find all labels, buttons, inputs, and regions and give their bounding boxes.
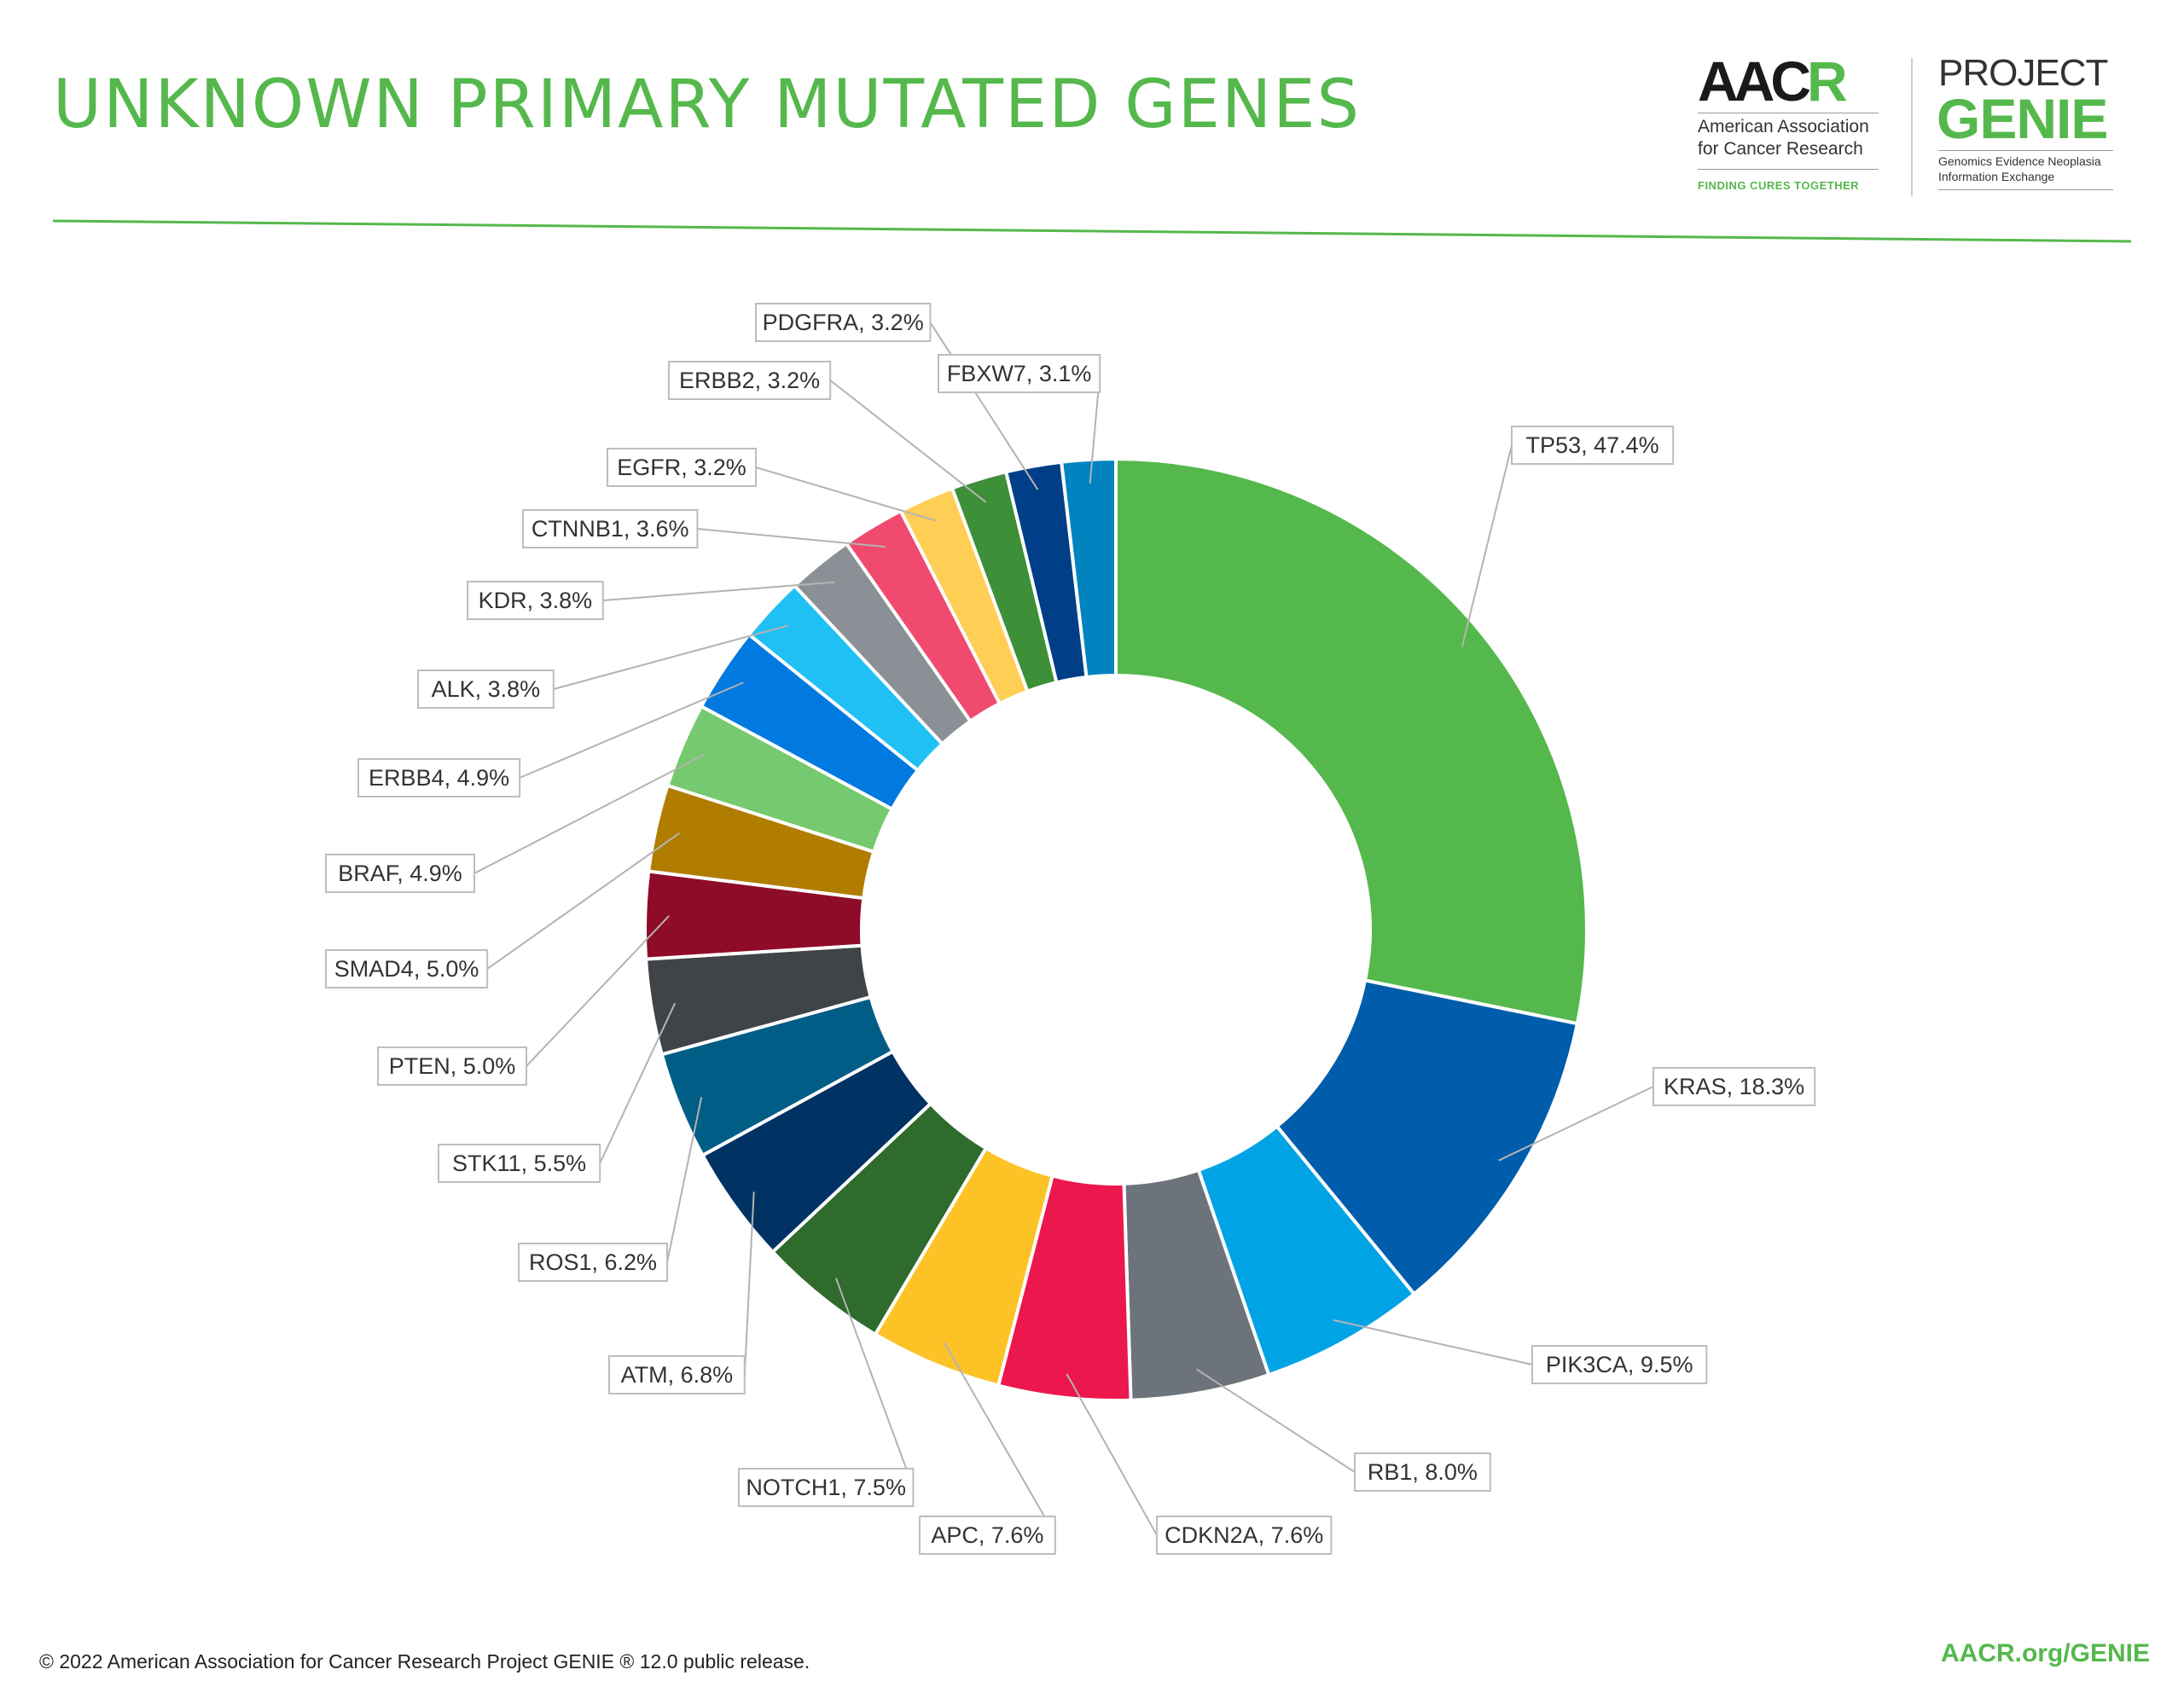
label-box: [377, 1046, 527, 1086]
leader-line: [929, 322, 1039, 490]
data-label-ctnnb1: CTNNB1, 3.6%: [531, 516, 689, 542]
leader-line: [553, 624, 789, 690]
label-box: [938, 354, 1101, 393]
data-label-smad4: SMAD4, 5.0%: [334, 956, 479, 982]
leader-line: [1333, 1319, 1533, 1365]
data-label-egfr: EGFR, 3.2%: [617, 455, 746, 480]
label-box: [518, 1243, 668, 1282]
label-box: [607, 448, 757, 487]
leader-line: [486, 832, 680, 970]
leader-line: [755, 467, 937, 522]
label-box: [325, 854, 475, 893]
leader-line: [834, 1278, 915, 1488]
leader-line: [599, 1002, 677, 1164]
label-box: [1511, 426, 1675, 465]
leader-line: [1498, 1086, 1654, 1162]
label-box: [438, 1144, 601, 1183]
label-box: [522, 509, 699, 548]
genie-project-text: PROJECT: [1938, 52, 2108, 94]
label-box: [919, 1516, 1056, 1555]
data-label-braf: BRAF, 4.9%: [338, 861, 462, 886]
logo-separator: [1911, 58, 1913, 196]
leader-line: [666, 1097, 703, 1263]
label-box: [467, 581, 604, 620]
leader-line: [829, 380, 987, 503]
leader-line: [1066, 1373, 1158, 1536]
data-label-erbb2: ERBB2, 3.2%: [679, 368, 820, 393]
label-box: [668, 361, 832, 400]
leader-line: [473, 753, 706, 874]
data-label-kras: KRAS, 18.3%: [1664, 1074, 1804, 1099]
genie-subtitle: Genomics Evidence Neoplasia Information …: [1938, 154, 2101, 183]
leader-line: [1461, 444, 1513, 647]
label-box: [357, 758, 521, 797]
data-label-pten: PTEN, 5.0%: [389, 1053, 516, 1079]
leader-line: [743, 1191, 755, 1376]
leader-line: [697, 528, 886, 548]
chart-slices: [642, 456, 1589, 1402]
label-box: [1653, 1067, 1816, 1106]
data-label-rb1: RB1, 8.0%: [1368, 1459, 1478, 1485]
copyright-text: © 2022 American Association for Cancer R…: [39, 1650, 810, 1673]
label-box: [608, 1355, 746, 1394]
genie-rule: [1938, 150, 2113, 151]
data-label-fbxw7: FBXW7, 3.1%: [947, 361, 1092, 386]
leader-line: [602, 581, 835, 601]
data-label-erbb4: ERBB4, 4.9%: [369, 765, 509, 791]
leader-line: [943, 1342, 1056, 1536]
slice-tp53: [1114, 456, 1589, 1026]
label-box: [1531, 1345, 1708, 1384]
label-box: [417, 670, 555, 709]
aacr-name: American Association for Cancer Research: [1698, 117, 1869, 159]
data-label-atm: ATM, 6.8%: [621, 1362, 734, 1388]
page-title: UNKNOWN PRIMARY MUTATED GENES: [53, 67, 1362, 143]
logo-group: AACR American Association for Cancer Res…: [1698, 53, 2158, 206]
data-label-pdgfra: PDGFRA, 3.2%: [763, 310, 924, 335]
leader-line: [519, 681, 744, 779]
data-label-alk: ALK, 3.8%: [432, 676, 541, 702]
data-label-tp53: TP53, 47.4%: [1526, 432, 1659, 458]
data-label-pik3ca: PIK3CA, 9.5%: [1546, 1352, 1693, 1377]
leader-line: [1195, 1368, 1356, 1473]
header-divider: [52, 219, 2132, 243]
genie-rule-lower: [1938, 189, 2113, 190]
aacr-rule-lower: [1698, 169, 1879, 170]
label-box: [1354, 1452, 1491, 1492]
label-box: [325, 949, 489, 988]
aacr-tagline: FINDING CURES TOGETHER: [1698, 179, 1860, 192]
data-label-cdkn2a: CDKN2A, 7.6%: [1165, 1522, 1323, 1548]
label-box: [755, 303, 932, 342]
data-label-ros1: ROS1, 6.2%: [529, 1249, 657, 1275]
data-label-notch1: NOTCH1, 7.5%: [746, 1475, 906, 1500]
data-label-stk11: STK11, 5.5%: [452, 1151, 586, 1176]
data-label-apc: APC, 7.6%: [931, 1522, 1043, 1548]
label-box: [1156, 1516, 1333, 1555]
label-box: [738, 1468, 915, 1507]
leader-line: [526, 915, 670, 1067]
aacr-logo: AACR: [1698, 49, 1848, 113]
data-label-kdr: KDR, 3.8%: [479, 588, 593, 613]
slice-fbxw7: [1059, 456, 1118, 680]
genie-logo: GENIE: [1937, 87, 2108, 150]
chart-labels: TP53, 47.4% KRAS, 18.3% PIK3CA, 9.5% RB1, 8…: [325, 303, 1816, 1555]
genie-link[interactable]: AACR.org/GENIE: [1940, 1639, 2150, 1667]
